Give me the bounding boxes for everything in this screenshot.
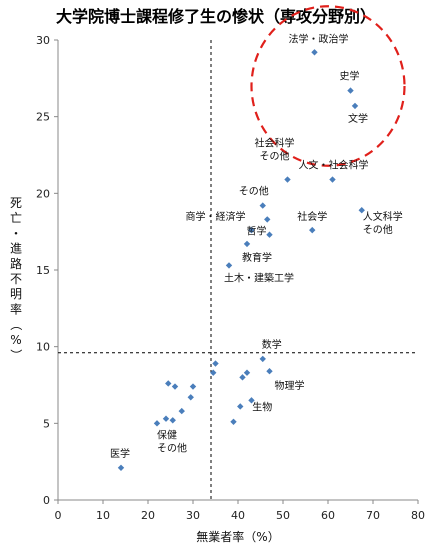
point-label: 社会科学その他 <box>255 137 295 163</box>
data-point <box>264 216 271 223</box>
point-label: 物理学 <box>275 379 305 392</box>
data-point <box>259 202 266 209</box>
x-tick-label: 30 <box>186 509 200 522</box>
data-point <box>347 87 354 94</box>
x-tick-label: 70 <box>366 509 380 522</box>
plot-area: 0 10 20 30 40 50 60 70 80 0 5 10 15 20 25 30 法学・政治学史学文学社… <box>36 5 425 522</box>
y-axis-label-char: ） <box>9 349 23 361</box>
point-label: 保健その他 <box>157 428 187 454</box>
data-point <box>169 417 176 424</box>
data-point <box>153 420 161 427</box>
data-point <box>266 368 273 375</box>
data-point <box>358 207 365 214</box>
data-point <box>237 403 244 410</box>
y-tick-label: 0 <box>43 494 50 507</box>
data-point <box>284 176 291 183</box>
data-point <box>248 226 255 234</box>
data-point <box>117 464 125 471</box>
y-tick-label: 5 <box>43 417 50 430</box>
point-label: その他 <box>239 185 269 198</box>
y-tick-label: 15 <box>36 264 50 277</box>
x-tick-label: 40 <box>231 509 245 522</box>
x-tick-label: 80 <box>411 509 425 522</box>
point-label: 史学 <box>340 70 360 83</box>
x-axis-label: 無業者率（%） <box>196 529 279 544</box>
data-point <box>230 418 237 425</box>
point-label: 社会学 <box>297 210 327 223</box>
x-tick-label: 60 <box>321 509 335 522</box>
data-point <box>266 231 273 238</box>
point-label: 哲学 <box>247 225 267 238</box>
y-axis-label-char: 明 <box>10 287 22 301</box>
data-point <box>162 415 170 422</box>
point-label: 法学・政治学 <box>289 32 349 45</box>
data-point <box>212 360 219 367</box>
y-axis-label-char: 進 <box>10 242 22 256</box>
chart-title: 大学院博士課程修了生の惨状（専攻分野別） <box>56 7 376 26</box>
data-point <box>248 397 255 404</box>
data-point <box>243 240 251 248</box>
data-point <box>329 176 336 183</box>
point-label: 人文・社会科学 <box>299 159 369 172</box>
point-label: 商学・経済学 <box>186 210 246 223</box>
y-axis-label-char: 死 <box>10 196 22 210</box>
x-tick-label: 10 <box>96 509 110 522</box>
point-label: 教育学 <box>242 251 272 264</box>
data-point <box>259 355 266 363</box>
data-point <box>187 394 194 401</box>
point-label: 土木・建築工学 <box>224 271 294 284</box>
data-point <box>225 262 233 269</box>
data-point <box>311 49 318 56</box>
point-label: 数学 <box>262 338 282 351</box>
data-point <box>171 383 179 390</box>
data-point <box>210 369 217 376</box>
y-tick-label: 30 <box>36 34 50 47</box>
point-label: 医学 <box>110 447 130 460</box>
point-label: 人文科学その他 <box>363 210 403 236</box>
data-point <box>178 407 185 415</box>
x-tick-label: 20 <box>141 509 155 522</box>
data-point <box>309 226 316 234</box>
data-point <box>189 383 197 390</box>
y-axis-label-char: ・ <box>10 226 22 240</box>
y-axis-label-char: % <box>10 333 21 347</box>
highlight-ellipse <box>250 5 406 167</box>
y-tick-label: 10 <box>36 341 50 354</box>
y-axis-label-char: 不 <box>10 272 22 286</box>
point-label: 文学 <box>348 112 368 125</box>
y-axis-label-char: 亡 <box>10 211 22 225</box>
data-point <box>351 102 359 110</box>
y-tick-label: 20 <box>36 187 50 200</box>
y-tick-label: 25 <box>36 111 50 124</box>
data-point <box>165 380 172 387</box>
data-point <box>243 369 251 376</box>
x-tick-label: 0 <box>55 509 62 522</box>
data-point <box>239 374 246 381</box>
y-axis-label-char: 路 <box>10 256 22 271</box>
x-tick-label: 50 <box>276 509 290 522</box>
y-axis-label-char: （ <box>9 319 23 331</box>
point-label: 生物 <box>252 400 272 413</box>
y-axis-label-char: 率 <box>10 301 22 316</box>
